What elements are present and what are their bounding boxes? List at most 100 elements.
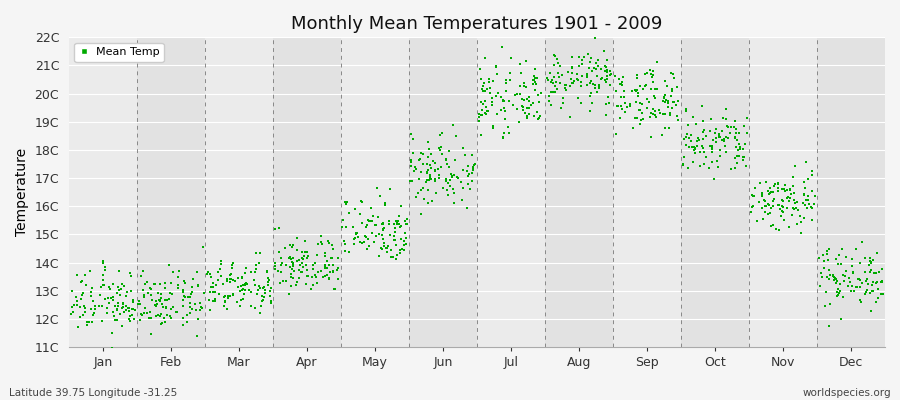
Point: [84, 293, 98, 299]
Point: [863, 290, 878, 296]
Point: [74, 296, 88, 303]
Point: [628, 87, 643, 93]
Point: [292, 274, 306, 281]
Point: [83, 268, 97, 274]
Point: [263, 288, 277, 295]
Point: [717, 143, 732, 150]
Point: [274, 255, 288, 262]
Point: [770, 181, 785, 188]
Point: [324, 254, 338, 261]
Point: [512, 61, 526, 68]
Point: [518, 83, 532, 89]
Point: [876, 278, 890, 285]
Point: [825, 273, 840, 279]
Point: [626, 125, 641, 131]
Point: [126, 297, 140, 303]
Point: [760, 210, 775, 217]
Point: [767, 196, 781, 202]
Point: [170, 274, 184, 280]
Point: [294, 259, 309, 266]
Point: [656, 95, 670, 101]
Point: [664, 88, 679, 94]
Point: [122, 305, 136, 312]
Point: [719, 149, 733, 156]
Point: [414, 211, 428, 217]
Point: [290, 247, 304, 253]
Point: [532, 114, 546, 121]
Point: [202, 297, 217, 303]
Point: [95, 303, 110, 309]
Point: [520, 96, 535, 102]
Point: [504, 55, 518, 61]
Point: [359, 234, 374, 241]
Point: [614, 103, 628, 109]
Point: [392, 218, 406, 224]
Point: [551, 60, 565, 66]
Point: [154, 291, 168, 297]
Point: [776, 198, 790, 204]
Point: [411, 176, 426, 182]
Point: [189, 269, 203, 275]
Point: [559, 82, 573, 88]
Point: [321, 275, 336, 282]
Point: [496, 98, 510, 104]
Point: [330, 265, 345, 271]
Point: [473, 112, 488, 119]
Point: [425, 198, 439, 204]
Point: [849, 284, 863, 290]
Point: [111, 303, 125, 309]
Point: [205, 297, 220, 304]
Point: [503, 70, 517, 77]
Point: [196, 244, 211, 250]
Point: [858, 255, 872, 262]
Point: [528, 66, 543, 72]
Point: [375, 227, 390, 233]
Point: [249, 290, 264, 297]
Point: [825, 272, 840, 278]
Point: [782, 223, 796, 230]
Point: [360, 246, 374, 252]
Point: [687, 144, 701, 150]
Point: [588, 84, 602, 91]
Point: [308, 272, 322, 278]
Point: [662, 109, 677, 116]
Point: [262, 277, 276, 284]
Point: [321, 238, 336, 244]
Point: [72, 314, 86, 320]
Point: [176, 315, 190, 322]
Point: [796, 200, 810, 206]
Point: [223, 271, 238, 277]
Point: [818, 289, 832, 295]
Point: [420, 154, 435, 161]
Point: [860, 276, 874, 283]
Point: [295, 264, 310, 270]
Point: [705, 145, 719, 152]
Point: [218, 299, 232, 306]
Point: [248, 269, 263, 276]
Point: [499, 88, 513, 94]
Point: [162, 262, 176, 268]
Point: [685, 143, 699, 150]
Point: [420, 177, 435, 183]
Point: [180, 312, 194, 318]
Point: [861, 281, 876, 288]
Point: [766, 202, 780, 209]
Point: [248, 265, 263, 272]
Point: [336, 217, 350, 224]
Point: [545, 80, 560, 86]
Point: [827, 277, 842, 284]
Point: [76, 303, 91, 309]
Point: [420, 200, 435, 207]
Point: [86, 298, 101, 304]
Point: [349, 230, 364, 236]
Point: [397, 247, 411, 253]
Point: [788, 163, 803, 170]
Point: [608, 88, 623, 94]
Point: [582, 58, 597, 65]
Point: [708, 135, 723, 141]
Point: [213, 266, 228, 272]
Point: [310, 269, 325, 276]
Point: [439, 156, 454, 162]
Point: [448, 157, 463, 163]
Point: [702, 165, 716, 172]
